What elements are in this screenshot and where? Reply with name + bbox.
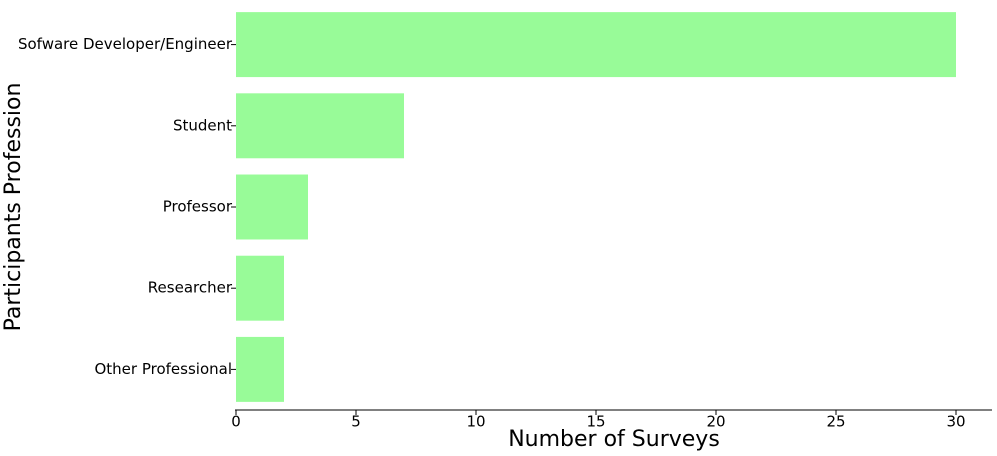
bar (236, 93, 404, 159)
y-tick-label: Student (173, 116, 232, 134)
bar (236, 255, 284, 321)
bar (236, 12, 956, 78)
x-tick-label: 15 (586, 413, 605, 431)
x-tick-label: 20 (706, 413, 725, 431)
x-tick-label: 0 (231, 413, 241, 431)
y-tick-label: Professor (163, 198, 233, 216)
x-tick-label: 10 (466, 413, 485, 431)
x-tick-label: 25 (826, 413, 845, 431)
y-axis-label: Participants Profession (1, 83, 26, 332)
x-tick-label: 5 (351, 413, 361, 431)
x-tick-label: 30 (946, 413, 965, 431)
y-tick-label: Sofware Developer/Engineer (18, 35, 233, 53)
y-tick-label: Researcher (148, 279, 233, 297)
bar (236, 174, 308, 240)
bar (236, 336, 284, 402)
x-axis-label: Number of Surveys (508, 427, 720, 452)
y-tick-label: Other Professional (94, 360, 232, 378)
